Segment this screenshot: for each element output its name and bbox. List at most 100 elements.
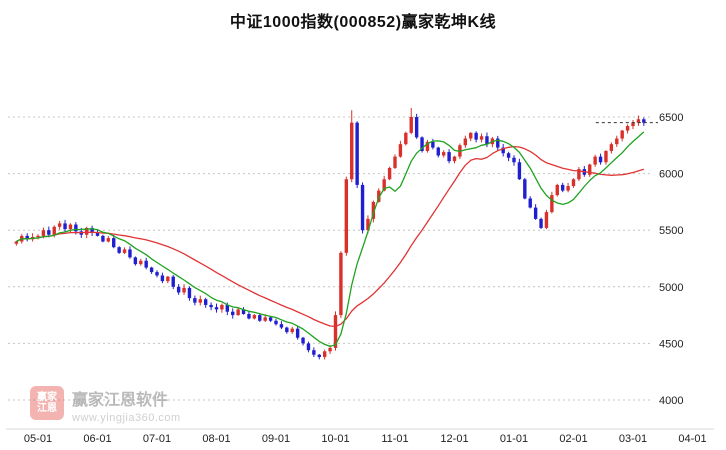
candle: [155, 270, 159, 278]
candle: [139, 258, 143, 266]
candle-body: [528, 198, 532, 208]
candle-body: [41, 230, 46, 236]
candle: [203, 297, 208, 308]
candle: [193, 295, 197, 306]
candle: [566, 182, 570, 193]
y-axis-label: 5000: [659, 282, 683, 294]
candle: [268, 316, 273, 323]
candle-body: [68, 224, 73, 230]
candle-body: [555, 184, 559, 196]
candle-body: [133, 257, 138, 265]
candle: [241, 307, 246, 315]
candle: [187, 286, 192, 301]
candle: [620, 129, 624, 142]
x-axis-labels: 05-01 06-01 07-01 08-01 09-01 10-01 11-01 12-01…: [24, 433, 707, 445]
x-axis-label: 09-01: [262, 433, 290, 445]
ma-slow-line: [16, 145, 644, 328]
candle: [57, 220, 62, 230]
watermark-name: 赢家江恩软件: [72, 392, 169, 409]
candle: [539, 217, 543, 230]
candle: [122, 247, 127, 255]
x-axis-label: 12-01: [440, 433, 468, 445]
candle: [166, 275, 170, 284]
x-axis-label: 03-01: [619, 433, 647, 445]
candle-body: [312, 350, 316, 355]
candle-body: [371, 201, 376, 219]
candle-body: [90, 227, 94, 233]
candle: [609, 142, 614, 154]
candle: [182, 284, 186, 295]
y-axis-label: 5500: [659, 225, 683, 237]
candle: [598, 153, 603, 165]
candle-body: [512, 157, 516, 163]
candle-body: [463, 138, 468, 146]
candle: [63, 219, 67, 233]
candle-body: [355, 122, 359, 185]
candle: [30, 233, 35, 242]
y-axis-label: 4500: [659, 338, 683, 350]
candle-body: [160, 275, 165, 282]
candle: [198, 295, 202, 306]
candle: [312, 347, 316, 357]
candle: [550, 191, 554, 214]
candle: [501, 143, 505, 157]
candle-body: [322, 351, 327, 357]
candle: [588, 163, 592, 177]
candle-body: [377, 190, 381, 202]
candle-body: [258, 315, 262, 321]
candle: [615, 135, 619, 147]
y-axis-label: 6000: [659, 169, 683, 181]
candle-body: [452, 156, 457, 162]
ma-fast-line: [16, 131, 645, 348]
x-axis-label: 08-01: [202, 433, 230, 445]
candle: [220, 303, 224, 313]
candle-body: [404, 132, 408, 145]
candle-body: [479, 136, 484, 140]
candle-body: [609, 144, 614, 151]
candle-body: [155, 272, 159, 276]
candle: [214, 303, 219, 313]
candle-body: [550, 195, 554, 213]
candle-body: [295, 328, 300, 338]
candle-body: [517, 162, 522, 180]
candle-body: [360, 184, 365, 231]
candle: [112, 234, 116, 249]
candle: [106, 235, 111, 243]
candle-body: [247, 313, 251, 319]
candle: [144, 257, 148, 270]
candle-body: [225, 304, 230, 312]
candle-body: [398, 144, 403, 157]
watermark-logo-text: 赢家: [37, 391, 57, 403]
candle-body: [436, 147, 440, 156]
candle-body: [209, 304, 213, 308]
candle-body: [63, 223, 67, 230]
candle-body: [523, 179, 527, 199]
candle-body: [539, 218, 543, 228]
candle-body: [166, 276, 170, 282]
candle-body: [544, 212, 549, 228]
candle: [149, 266, 154, 274]
candle: [398, 140, 403, 158]
candle-body: [328, 347, 332, 352]
candle: [544, 209, 549, 230]
candle: [452, 155, 457, 164]
candle-body: [393, 156, 397, 168]
candle-body: [441, 152, 446, 156]
candle: [474, 131, 478, 143]
candle-body: [252, 315, 257, 319]
x-axis-label: 10-01: [321, 433, 349, 445]
candle-body: [139, 260, 143, 265]
candle: [252, 313, 257, 320]
candle: [236, 308, 240, 316]
candle-body: [620, 130, 624, 139]
candle: [25, 233, 29, 242]
candle-body: [285, 327, 289, 333]
watermark-url: www.yingjia360.com: [72, 412, 181, 424]
candle-body: [425, 141, 430, 151]
candle: [441, 150, 446, 158]
candle-body: [122, 249, 127, 253]
candle-body: [577, 169, 581, 180]
candle-body: [263, 317, 267, 321]
candle-body: [47, 230, 51, 235]
